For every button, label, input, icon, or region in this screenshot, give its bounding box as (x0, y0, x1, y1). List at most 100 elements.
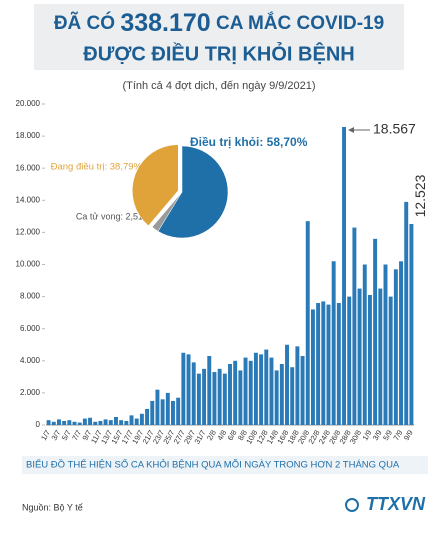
y-tick-label: 2.000 (20, 388, 41, 397)
bar (383, 264, 388, 425)
bar (62, 420, 67, 425)
bar (300, 355, 305, 425)
bar (310, 309, 315, 425)
bar (67, 420, 72, 425)
bar (388, 296, 393, 425)
bar (212, 372, 217, 425)
bar (373, 238, 378, 425)
bar (285, 344, 289, 425)
caption-box (22, 456, 428, 474)
x-tick-label: 9/9 (402, 428, 415, 442)
bar (404, 201, 409, 425)
bar (393, 269, 398, 425)
bar (274, 370, 279, 425)
y-tick-label: 12.000 (16, 228, 41, 237)
bar (336, 303, 341, 425)
y-tick-label: 20.000 (16, 99, 41, 108)
logo: TTXVN (366, 494, 426, 514)
pie-slice (131, 144, 179, 227)
pie-label: Ca tử vong: 2,51% (76, 211, 151, 221)
bar (316, 303, 321, 425)
pie-slice (157, 145, 229, 239)
bar (186, 354, 191, 425)
bar (238, 370, 243, 425)
caption: BIỂU ĐỒ THỂ HIỆN SỐ CA KHỎI BỆNH QUA MỖI… (26, 459, 400, 471)
bar (233, 360, 238, 425)
bar (196, 373, 201, 425)
bar (295, 346, 300, 425)
subtitle: (Tính cả 4 đợt dịch, đến ngày 9/9/2021) (122, 80, 315, 92)
bar (134, 418, 139, 425)
y-tick-label: 14.000 (16, 195, 41, 204)
bar (191, 362, 196, 425)
bar (176, 397, 181, 425)
bar (259, 354, 264, 425)
pie-label: Điều trị khỏi: 58,70% (190, 135, 308, 149)
bar (222, 373, 227, 425)
bar (129, 415, 134, 425)
bar (77, 422, 82, 425)
bar (56, 419, 61, 425)
bar (378, 288, 383, 425)
bar (207, 355, 212, 425)
arrow-head (348, 126, 355, 133)
bar (82, 418, 87, 425)
bar (155, 389, 160, 425)
bar (217, 368, 222, 425)
bar (124, 420, 129, 425)
bar (357, 288, 362, 425)
value-label: 12.523 (412, 174, 428, 217)
y-tick-label: 4.000 (20, 356, 41, 365)
bar (352, 227, 357, 425)
bar (228, 364, 232, 425)
bar (119, 420, 124, 425)
bar (290, 367, 295, 425)
bar (305, 221, 310, 425)
bar (165, 392, 170, 425)
bar (248, 360, 253, 425)
bar (150, 400, 155, 425)
bar (103, 419, 108, 425)
y-tick-label: 10.000 (16, 260, 41, 269)
bar (264, 349, 269, 425)
bar (243, 357, 248, 425)
source: Nguồn: Bộ Y tế (22, 502, 83, 512)
bar (114, 416, 118, 425)
bar (269, 357, 274, 425)
bar (108, 420, 113, 425)
y-tick-label: 8.000 (20, 292, 41, 301)
bar (46, 420, 51, 425)
y-tick-label: 0 (36, 420, 41, 429)
bar (409, 224, 414, 425)
bar (145, 408, 150, 425)
y-tick-label: 6.000 (20, 324, 41, 333)
bar (279, 364, 284, 425)
bar (253, 352, 258, 425)
bar (362, 264, 367, 425)
pie-slice (151, 191, 183, 232)
bar (326, 304, 331, 425)
bar (139, 413, 144, 425)
title-part: CA MẮC COVID-19 (211, 12, 384, 34)
bar (51, 421, 56, 425)
title-number: 338.170 (120, 9, 210, 37)
bar (88, 417, 93, 425)
bar (321, 301, 326, 425)
bar (171, 400, 175, 425)
title-line-1: ĐÃ CÓ 338.170 CA MẮC COVID-19 (54, 9, 384, 37)
bar (72, 421, 77, 425)
bar (399, 261, 404, 425)
bar (93, 421, 98, 425)
bar (202, 368, 207, 425)
bar (347, 296, 352, 425)
y-tick-label: 16.000 (16, 163, 41, 172)
pie-label: Đang điều trị: 38,79% (51, 162, 143, 173)
bar (181, 352, 186, 425)
bar (160, 399, 165, 425)
title-part: ĐÃ CÓ (54, 12, 121, 34)
value-label: 18.567 (373, 121, 416, 137)
y-tick-label: 18.000 (16, 131, 41, 140)
bar (331, 261, 336, 425)
bar (98, 420, 103, 425)
